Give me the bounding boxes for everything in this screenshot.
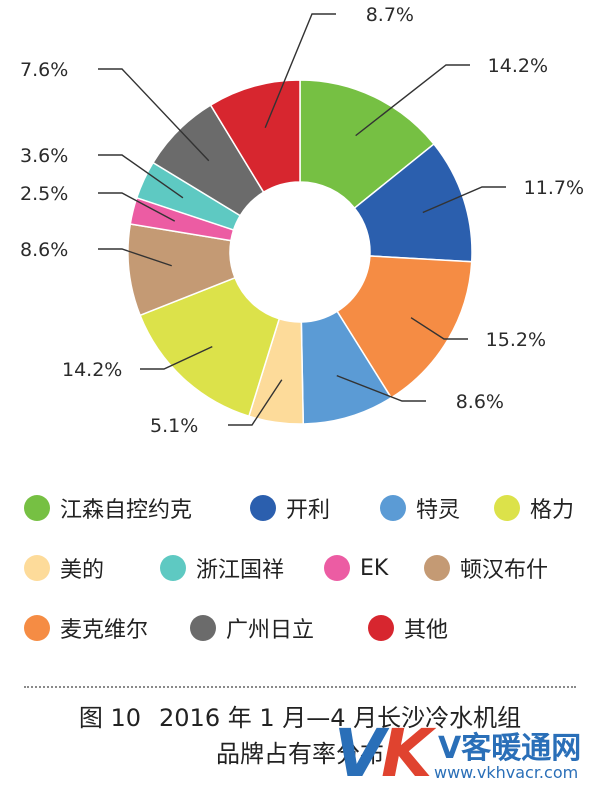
watermark-site-name: V客暖通网 [438, 731, 582, 766]
donut-slice [139, 276, 281, 418]
legend-item: 特灵 [380, 490, 460, 526]
donut-slice [299, 79, 435, 210]
donut-slice [336, 255, 473, 399]
legend-swatch [368, 615, 394, 641]
legend-item: 开利 [250, 490, 330, 526]
legend-swatch [324, 555, 350, 581]
legend-item: 顿汉布什 [424, 550, 548, 586]
data-labels-layer: 14.2% 11.7% 15.2% 8.6% 5.1% 14.2% 8.6% 2.5% 3.6%… [20, 4, 584, 437]
legend-item: 美的 [24, 550, 104, 586]
caption-line-1: 图 10 2016 年 1 月—4 月长沙冷水机组 [0, 700, 600, 736]
legend-label: 广州日立 [226, 618, 315, 643]
legend-item: 麦克维尔 [24, 610, 148, 646]
figure-number: 图 10 [78, 704, 142, 732]
caption-title-line-2: 品牌占有率分布 [216, 740, 384, 768]
watermark-url: www.vkhvacr.com [434, 763, 579, 782]
data-label: 7.6% [20, 59, 68, 81]
legend-item: 浙江国祥 [160, 550, 284, 586]
figure-caption: 图 10 2016 年 1 月—4 月长沙冷水机组 品牌占有率分布 [0, 700, 600, 772]
legend-swatch [190, 615, 216, 641]
data-label: 8.6% [20, 239, 68, 261]
logo-letter-v: V [334, 715, 385, 792]
leader-line [98, 192, 176, 222]
leader-line [355, 64, 470, 137]
legend-swatch [424, 555, 450, 581]
legend-label: 麦克维尔 [60, 618, 149, 643]
legend-label: 开利 [286, 498, 331, 523]
legend-swatch [24, 555, 50, 581]
legend-swatch [494, 495, 520, 521]
data-label: 2.5% [20, 183, 68, 205]
data-label: 8.6% [456, 391, 504, 413]
data-label: 14.2% [488, 55, 548, 77]
legend-item: 广州日立 [190, 610, 314, 646]
slices-layer [127, 79, 473, 425]
legend-swatch [160, 555, 186, 581]
caption-divider [24, 686, 576, 688]
legend-label: 江森自控约克 [60, 498, 193, 523]
site-watermark: VK V客暖通网 www.vkhvacr.com [334, 719, 584, 791]
legend-label: 顿汉布什 [460, 558, 549, 583]
leader-line [422, 186, 506, 214]
data-label: 14.2% [62, 359, 122, 381]
leader-line [98, 154, 184, 199]
caption-title-line-1: 2016 年 1 月—4 月长沙冷水机组 [159, 704, 522, 732]
leader-lines-layer [98, 13, 506, 426]
leader-line [98, 68, 210, 162]
data-label: 3.6% [20, 145, 68, 167]
legend-item: 江森自控约克 [24, 490, 192, 526]
legend-swatch [24, 495, 50, 521]
donut-slice [209, 79, 301, 194]
chart-legend: 江森自控约克 开利 特灵 格力美的 浙江国祥 EK 顿汉布什麦克维尔 广州日立 其他 [0, 480, 600, 660]
data-label: 5.1% [150, 415, 198, 437]
legend-item: EK [324, 550, 388, 586]
leader-line [410, 317, 468, 340]
legend-label: 浙江国祥 [196, 558, 285, 583]
leader-line [140, 345, 213, 370]
vk-logo: VK [334, 721, 432, 787]
data-label: 11.7% [524, 177, 584, 199]
leader-line [98, 248, 172, 267]
data-label: 15.2% [486, 329, 546, 351]
legend-label: 特灵 [416, 498, 461, 523]
legend-item: 其他 [368, 610, 448, 646]
leader-line [264, 13, 336, 129]
donut-chart: 14.2% 11.7% 15.2% 8.6% 5.1% 14.2% 8.6% 2.5% 3.6%… [20, 4, 584, 437]
legend-label: 格力 [530, 498, 575, 523]
logo-letter-k: K [381, 715, 432, 792]
legend-label: EK [360, 555, 389, 581]
legend-label: 美的 [60, 558, 105, 583]
leader-line [336, 374, 426, 402]
leader-line [228, 379, 283, 426]
legend-label: 其他 [404, 618, 449, 643]
legend-swatch [380, 495, 406, 521]
legend-item: 格力 [494, 490, 574, 526]
data-label: 8.7% [366, 4, 414, 26]
legend-swatch [250, 495, 276, 521]
legend-swatch [24, 615, 50, 641]
